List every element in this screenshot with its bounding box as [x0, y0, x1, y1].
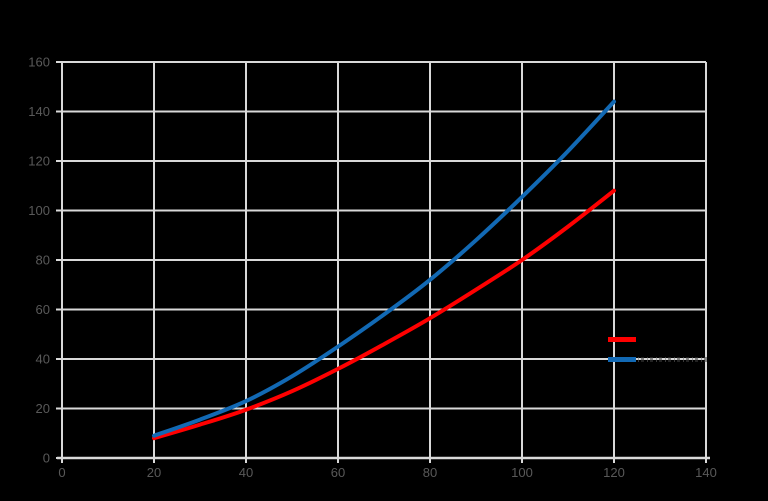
legend-label-artifact [638, 357, 708, 362]
y-tick-label: 20 [36, 401, 50, 416]
y-tick-label: 0 [43, 451, 50, 466]
y-tick-label: 100 [28, 203, 50, 218]
x-tick-label: 40 [239, 465, 253, 480]
y-tick-label: 60 [36, 302, 50, 317]
y-tick-label: 160 [28, 55, 50, 70]
x-tick-label: 20 [147, 465, 161, 480]
x-tick-label: 140 [695, 465, 717, 480]
x-tick-label: 60 [331, 465, 345, 480]
x-tick-label: 0 [58, 465, 65, 480]
blue-series-line [152, 99, 616, 438]
y-tick-label: 80 [36, 253, 50, 268]
x-tick-label: 120 [603, 465, 625, 480]
x-tick-label: 80 [423, 465, 437, 480]
red-series-line [152, 188, 616, 441]
y-tick-label: 140 [28, 104, 50, 119]
y-tick-label: 40 [36, 352, 50, 367]
x-tick-label: 100 [511, 465, 533, 480]
y-tick-label: 120 [28, 154, 50, 169]
